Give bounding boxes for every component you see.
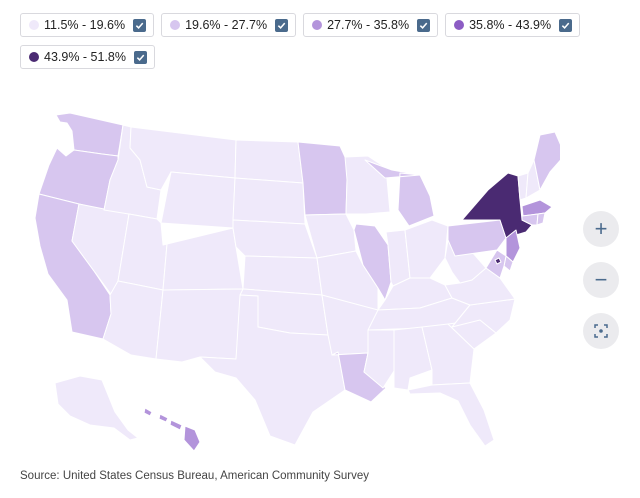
legend-swatch — [312, 20, 323, 30]
legend-filter-0[interactable]: 11.5% - 19.6% — [20, 13, 155, 37]
state-oh[interactable] — [404, 219, 449, 279]
legend-swatch — [29, 52, 39, 62]
legend-swatch — [29, 20, 39, 30]
legend-label: 19.6% - 27.7% — [185, 18, 268, 32]
zoom-out-button[interactable]: − — [583, 262, 619, 298]
state-ia[interactable] — [304, 213, 357, 259]
state-mi[interactable] — [364, 159, 435, 227]
legend-label: 27.7% - 35.8% — [327, 18, 410, 32]
legend-swatch — [170, 20, 181, 30]
checkbox-checked-icon[interactable] — [133, 18, 147, 32]
checkbox-checked-icon[interactable] — [417, 18, 431, 32]
legend-filter-3[interactable]: 35.8% - 43.9% — [445, 13, 581, 37]
state-co[interactable] — [162, 227, 244, 291]
zoom-in-button[interactable]: + — [583, 211, 619, 247]
state-ri[interactable] — [536, 212, 546, 226]
state-wa[interactable] — [55, 112, 124, 157]
legend-label: 35.8% - 43.9% — [469, 18, 552, 32]
legend-filter-2[interactable]: 27.7% - 35.8% — [303, 13, 439, 37]
checkbox-checked-icon[interactable] — [134, 50, 147, 64]
checkbox-checked-icon[interactable] — [275, 18, 289, 32]
fullscreen-focus-icon — [594, 324, 608, 338]
legend-swatch — [454, 20, 465, 30]
state-wi[interactable] — [344, 155, 391, 215]
state-hi[interactable] — [143, 407, 201, 452]
state-me[interactable] — [533, 131, 566, 191]
state-ny[interactable] — [461, 172, 533, 239]
state-fl[interactable] — [407, 382, 495, 447]
source-note: Source: United States Census Bureau, Ame… — [20, 470, 369, 482]
minus-icon: − — [594, 267, 608, 292]
reset-view-button[interactable] — [583, 313, 619, 349]
us-choropleth-map[interactable] — [0, 100, 566, 460]
map-svg — [34, 112, 566, 452]
legend-label: 11.5% - 19.6% — [44, 18, 126, 32]
legend-row-2: 43.9% - 51.8% — [20, 45, 155, 69]
state-ct[interactable] — [521, 213, 539, 226]
state-wy[interactable] — [160, 171, 236, 229]
checkbox-checked-icon[interactable] — [559, 18, 573, 32]
legend-label: 43.9% - 51.8% — [44, 50, 126, 64]
state-ne[interactable] — [232, 219, 318, 259]
state-dc[interactable] — [494, 257, 502, 265]
plus-icon: + — [594, 216, 608, 241]
legend-row-1: 11.5% - 19.6% 19.6% - 27.7% 27.7% - 35.8… — [20, 13, 581, 37]
legend-filter-1[interactable]: 19.6% - 27.7% — [161, 13, 297, 37]
state-az[interactable] — [102, 280, 164, 360]
state-nm[interactable] — [155, 288, 244, 363]
state-sd[interactable] — [232, 177, 306, 225]
state-ks[interactable] — [242, 255, 323, 296]
legend-filter-4[interactable]: 43.9% - 51.8% — [20, 45, 155, 69]
state-tx[interactable] — [199, 294, 346, 446]
state-md[interactable] — [485, 249, 507, 279]
state-nd[interactable] — [234, 139, 304, 184]
state-ma[interactable] — [521, 199, 553, 217]
state-nj[interactable] — [505, 229, 521, 263]
state-ak[interactable] — [54, 375, 139, 441]
